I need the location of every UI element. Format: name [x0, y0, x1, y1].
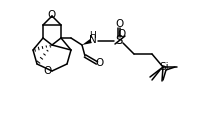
Text: N: N	[89, 35, 97, 45]
Text: O: O	[115, 19, 123, 29]
Polygon shape	[82, 39, 92, 45]
Text: S: S	[115, 34, 123, 47]
Text: O: O	[44, 66, 52, 76]
Text: Si: Si	[159, 62, 169, 72]
Text: O: O	[95, 58, 103, 68]
Text: O: O	[48, 10, 56, 20]
Text: H: H	[90, 31, 96, 40]
Text: O: O	[118, 29, 126, 39]
